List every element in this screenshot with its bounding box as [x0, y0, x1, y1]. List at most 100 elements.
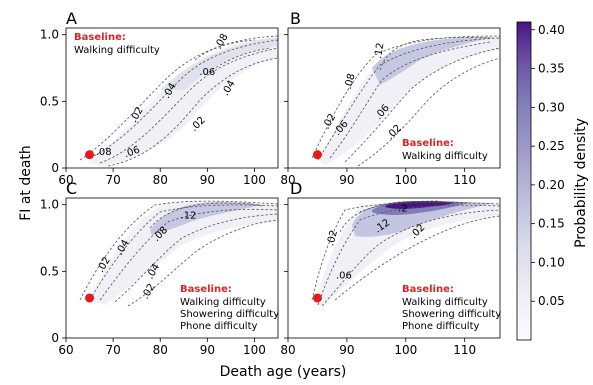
- contour-label: .06: [336, 270, 352, 281]
- colorbar-tick-label: 0.15: [538, 217, 565, 231]
- baseline-item: Walking difficulty: [180, 297, 266, 308]
- x-tick-label: 80: [153, 173, 168, 187]
- colorbar-tick-label: 0.10: [538, 255, 565, 269]
- contour-label: .12: [373, 42, 387, 60]
- baseline-item: Walking difficulty: [74, 45, 160, 56]
- contour-label: .08: [96, 147, 112, 158]
- start-marker: [85, 150, 95, 160]
- density-band-outer: [88, 37, 278, 166]
- x-tick-label: 90: [200, 173, 215, 187]
- plot-frame: [65, 197, 279, 339]
- baseline-title: Baseline:: [402, 138, 454, 149]
- y-axis: 0 0.5 1.0: [40, 198, 66, 345]
- y-tick-label: 0.5: [40, 264, 59, 278]
- contour-lines: [311, 35, 500, 167]
- panel-d: .02.06.12.2.02 80 90 100 110 D Baseline:Wal…: [280, 179, 501, 357]
- x-axis-title: Death age (years): [220, 364, 347, 380]
- y-tick-label: 1.0: [40, 28, 59, 42]
- panel-letter: B: [290, 9, 301, 28]
- contour-line: [334, 215, 500, 301]
- y-tick-label: 0: [51, 161, 59, 175]
- contour-line: [317, 37, 500, 161]
- colorbar-tick-label: 0.05: [538, 294, 565, 308]
- start-marker: [312, 293, 322, 303]
- baseline-item: Showering difficulty: [402, 309, 501, 320]
- contour-label: .2: [398, 204, 408, 215]
- x-tick-label: 80: [280, 173, 295, 187]
- contour-line: [321, 209, 500, 307]
- contour-label: .08: [343, 72, 358, 90]
- contour-line: [359, 200, 441, 213]
- baseline-item: Walking difficulty: [402, 151, 488, 162]
- baseline-legend: Baseline: Walking difficulty: [402, 138, 488, 162]
- density-band-outer: [318, 36, 500, 165]
- contour-line: [149, 202, 263, 229]
- x-axis: 80 90 100 110: [280, 338, 476, 357]
- contour-label: .06: [199, 67, 215, 78]
- density-layer: [318, 36, 500, 165]
- x-tick-label: 80: [153, 343, 168, 357]
- x-tick-label: 100: [243, 173, 266, 187]
- colorbar-tick-label: 0.35: [538, 62, 565, 76]
- contour-line: [329, 41, 491, 159]
- baseline-title: Baseline:: [74, 32, 126, 43]
- contour-line: [127, 219, 278, 307]
- baseline-item: Walking difficulty: [402, 297, 488, 308]
- start-marker: [312, 150, 322, 160]
- y-tick-label: 1.0: [40, 198, 59, 212]
- colorbar-ticks: 0.05 0.10 0.15 0.20 0.25 0.30 0.35 0.40: [531, 23, 565, 308]
- x-axis: 60 70 80 90 100: [58, 338, 266, 357]
- x-tick-label: 60: [58, 173, 73, 187]
- contour-line: [79, 35, 278, 161]
- contour-label: .02: [385, 123, 404, 142]
- contour-line: [114, 213, 278, 303]
- x-axis: 80 90 100 110: [280, 168, 476, 187]
- y-axis-title: FI at death: [18, 145, 34, 221]
- x-tick-label: 80: [280, 343, 295, 357]
- contour-line: [311, 35, 500, 159]
- contour-line: [379, 37, 491, 71]
- colorbar: 0.05 0.10 0.15 0.20 0.25 0.30 0.35 0.40 Probabi…: [516, 21, 589, 341]
- x-tick-label: 70: [105, 343, 120, 357]
- colorbar-tick-label: 0.30: [538, 100, 565, 114]
- density-layer: [315, 201, 500, 305]
- x-tick-label: 90: [200, 343, 215, 357]
- contour-lines: [79, 35, 278, 167]
- baseline-item: Phone difficulty: [402, 321, 479, 332]
- x-tick-label: 100: [394, 343, 417, 357]
- contour-lines: [311, 200, 500, 307]
- x-tick-label: 90: [339, 173, 354, 187]
- contour-line: [357, 57, 500, 167]
- y-tick-label: 0.5: [40, 94, 59, 108]
- contour-line: [99, 47, 278, 164]
- x-tick-label: 70: [105, 173, 120, 187]
- contour-line: [99, 208, 278, 301]
- contour-label: .12: [181, 210, 197, 221]
- baseline-item: Phone difficulty: [180, 321, 257, 332]
- colorbar-tick-label: 0.25: [538, 139, 565, 153]
- start-point-marker: [312, 150, 322, 160]
- y-axis: [284, 34, 288, 169]
- contour-line: [317, 204, 500, 306]
- density-band-inner: [150, 202, 262, 235]
- plot-frame: [65, 27, 279, 169]
- contour-line: [344, 47, 500, 163]
- contour-line: [311, 202, 500, 301]
- density-band-outer: [88, 201, 278, 305]
- panel-letter: A: [66, 9, 77, 28]
- baseline-item: Showering difficulty: [180, 309, 279, 320]
- x-tick-label: 100: [243, 343, 266, 357]
- x-tick-label: 100: [394, 173, 417, 187]
- colorbar-tick-label: 0.40: [538, 23, 565, 37]
- plot-frame: [287, 27, 501, 169]
- start-point-marker: [85, 150, 95, 160]
- colorbar-gradient: [516, 21, 532, 341]
- colorbar-title: Probability density: [573, 118, 589, 248]
- plot-frame: [287, 197, 501, 339]
- start-point-marker: [312, 293, 322, 303]
- panel-letter: C: [66, 179, 77, 198]
- contour-line: [339, 201, 471, 233]
- contour-label: .02: [325, 229, 340, 247]
